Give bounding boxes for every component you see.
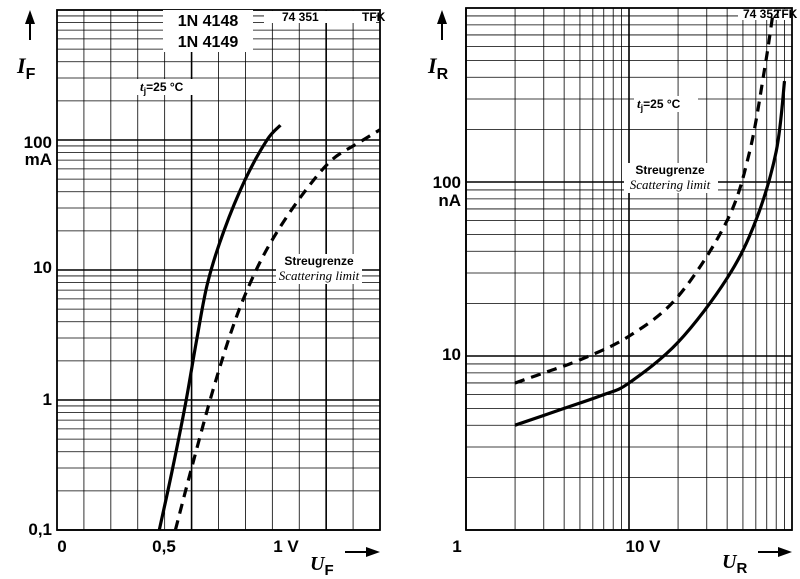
left-y-tick-1: 1 <box>43 390 52 409</box>
left-title-box <box>163 10 253 52</box>
left-code-box <box>264 11 376 23</box>
left-y-tick-10: 10 <box>33 258 52 277</box>
left-code: 74 351 <box>282 10 319 24</box>
left-title-line-2: 1N 4149 <box>178 34 239 51</box>
right-x-tick-1: 1 <box>452 537 461 556</box>
right-x-tick-10v: 10 V <box>626 537 662 556</box>
left-scattering-limit-curve <box>173 128 381 531</box>
left-annotation-en: Scattering limit <box>279 268 360 283</box>
right-code-box <box>738 9 790 20</box>
right-annotation-box <box>624 163 718 193</box>
left-corner-mark: TFK <box>362 10 386 24</box>
right-annotation-de: Streugrenze <box>635 163 705 177</box>
right-scattering-limit-curve <box>514 15 775 385</box>
right-y-tick-100: 100 <box>433 173 461 192</box>
reverse-characteristic-chart: 74 352 TFK tj=25 °C Streugrenze Scatteri… <box>427 7 798 577</box>
left-y-tick-100: 100 <box>24 133 52 152</box>
left-typical-curve <box>157 124 282 531</box>
right-grid <box>465 8 792 531</box>
left-y-label: IF <box>16 53 36 83</box>
left-x-label: UF <box>310 553 334 579</box>
left-y-tick-unit: mA <box>25 150 52 169</box>
right-condition-box <box>634 96 698 112</box>
left-grid <box>56 10 381 531</box>
right-y-tick-10: 10 <box>442 345 461 364</box>
left-x-tick-0-5: 0,5 <box>152 537 176 556</box>
right-y-tick-unit: nA <box>438 191 461 210</box>
left-condition: tj=25 °C <box>140 79 184 96</box>
left-y-tick-0-1: 0,1 <box>28 520 52 539</box>
right-typical-curve <box>514 80 787 427</box>
left-x-tick-1v: 1 V <box>273 537 299 556</box>
right-plot-frame <box>465 7 793 531</box>
left-condition-box <box>137 79 201 95</box>
left-x-tick-0: 0 <box>57 537 66 556</box>
left-title-line-1: 1N 4148 <box>178 13 239 30</box>
right-x-arrow-head <box>778 547 792 557</box>
right-y-arrow-head <box>437 10 447 24</box>
right-condition: tj=25 °C <box>637 96 681 113</box>
right-corner-mark: TFK <box>774 7 798 21</box>
left-annotation-de: Streugrenze <box>284 254 354 268</box>
right-y-label: IR <box>427 53 449 83</box>
right-annotation-en: Scattering limit <box>630 177 711 192</box>
right-x-label: UR <box>722 551 747 577</box>
left-annotation-box <box>276 254 362 284</box>
left-x-arrow-head <box>366 547 380 557</box>
left-y-arrow-head <box>25 10 35 24</box>
forward-characteristic-chart: 1N 4148 1N 4149 74 351 TFK tj=25 °C Stre… <box>16 9 386 579</box>
